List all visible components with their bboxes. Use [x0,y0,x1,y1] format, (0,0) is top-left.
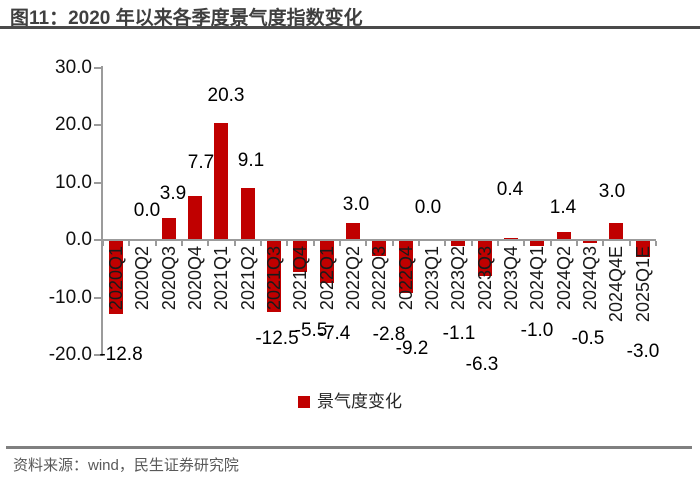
x-axis-tick [470,241,473,246]
y-axis-label: 20.0 [55,114,92,135]
data-label: 7.7 [187,152,215,173]
data-label: 3.0 [598,181,626,202]
x-axis-tick [444,241,447,246]
x-axis-label: 2024Q4E [606,246,627,323]
data-label: -1.1 [442,323,476,344]
bar-2023Q3 [477,240,492,277]
data-label: -1.0 [520,320,554,341]
x-axis-label: 2020Q1 [106,246,127,311]
y-axis-label: 10.0 [55,171,92,193]
y-axis-label: -10.0 [48,286,92,308]
bar-2021Q2 [240,187,255,240]
data-label: 0.4 [496,179,524,200]
data-label: 3.9 [159,183,187,204]
title-underline [0,26,700,29]
y-axis-tick [94,181,101,184]
x-axis-tick [602,241,605,246]
x-axis-label: 2020Q2 [132,246,153,311]
data-label: 1.4 [549,197,577,218]
data-label: -9.2 [395,338,429,359]
x-axis-line [101,239,656,241]
data-label: 0.0 [133,200,161,221]
data-label: -5.5 [294,320,328,341]
data-label: -2.8 [372,324,406,345]
x-axis-tick [391,241,394,246]
x-axis-tick [338,241,341,246]
bar-2024Q1 [530,240,545,246]
y-axis-label: 0.0 [65,229,92,250]
bar-2021Q4 [293,240,308,272]
data-label: -0.5 [571,328,605,349]
bar-2024Q4E [609,222,624,240]
footer-divider [6,446,692,449]
bar-2020Q4 [188,195,203,240]
chart-legend: 景气度变化 [0,391,700,413]
x-axis-tick [575,241,578,246]
y-axis-tick [94,239,101,241]
bar-2021Q3 [267,240,282,312]
data-label: 3.0 [342,194,370,215]
data-label: 9.1 [237,150,265,171]
x-axis-label: 2025Q1E [632,246,653,323]
y-axis-tick [94,66,101,69]
bar-2021Q1 [214,123,229,240]
x-axis-tick [496,241,499,246]
x-axis-label: 2021Q2 [237,246,258,311]
y-axis-tick [94,354,101,356]
x-axis-label: 2022Q3 [369,246,390,311]
x-axis-tick [523,241,526,246]
bar-2023Q2 [451,240,466,247]
data-label: 0.0 [414,197,442,218]
x-axis-tick [180,241,183,246]
x-axis-tick [417,241,420,246]
x-axis-tick [102,241,104,246]
x-axis-label: 2024Q3 [580,246,601,311]
figure-title: 图11：2020 年以来各季度景气度指数变化 [10,8,363,29]
source-note: 资料来源：wind，民生证券研究院 [13,457,239,474]
y-axis-tick [94,296,101,299]
bar-2022Q3 [372,240,387,257]
x-axis-label: 2021Q1 [211,246,232,311]
x-axis-tick [154,241,157,246]
bar-2025Q1E [635,240,650,258]
x-axis-tick [654,241,657,246]
bar-2022Q2 [346,222,361,240]
legend-label: 景气度变化 [317,392,402,411]
bar-2024Q2 [556,231,571,240]
x-axis-tick [128,241,131,246]
bar-2022Q4 [398,240,413,293]
y-axis-label: -20.0 [48,344,92,365]
bar-2020Q1 [109,240,124,314]
x-axis-tick [233,241,236,246]
bar-2022Q1 [319,240,334,283]
legend-color-swatch [298,396,310,408]
x-axis-tick [259,241,262,246]
x-axis-tick [207,241,210,246]
y-axis-label: 30.0 [55,56,92,78]
data-label: -3.0 [626,341,660,362]
x-axis-tick [286,241,289,246]
data-label: -12.8 [99,344,143,365]
bar-2024Q3 [583,240,598,243]
data-label: -6.3 [465,354,499,375]
y-axis-tick [94,124,101,126]
x-axis-tick [312,241,315,246]
x-axis-label: 2022Q4 [395,246,416,311]
data-label: -12.5 [255,328,299,349]
x-axis-label: 2020Q3 [158,246,179,311]
x-axis-tick [365,241,368,246]
x-axis-label: 2020Q4 [185,246,206,311]
y-axis-line [101,66,103,356]
bar-2023Q4 [504,237,519,240]
data-label: -7.4 [317,323,351,344]
bar-2020Q3 [161,217,176,240]
x-axis-tick [549,241,552,246]
data-label: 20.3 [207,85,245,106]
x-axis-tick [628,241,631,246]
